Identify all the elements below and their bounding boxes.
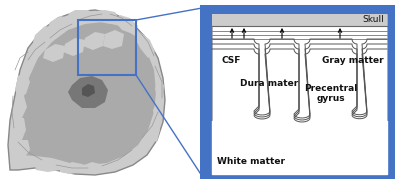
Bar [200, 5, 395, 179]
Polygon shape [95, 10, 120, 24]
Bar [212, 14, 387, 26]
Polygon shape [103, 30, 124, 49]
Bar [212, 14, 387, 174]
Polygon shape [150, 120, 160, 142]
Polygon shape [35, 160, 60, 172]
Polygon shape [83, 32, 105, 50]
Text: CSF: CSF [222, 56, 241, 65]
Polygon shape [135, 32, 155, 58]
Polygon shape [14, 140, 30, 158]
Text: Precentral
gyrus: Precentral gyrus [304, 84, 357, 103]
Polygon shape [13, 96, 27, 118]
Text: Skull: Skull [362, 15, 384, 24]
Polygon shape [115, 15, 138, 34]
Polygon shape [48, 16, 70, 30]
Polygon shape [8, 10, 165, 175]
Polygon shape [20, 22, 156, 165]
Polygon shape [60, 162, 82, 174]
Polygon shape [68, 76, 108, 108]
Text: Gray matter: Gray matter [322, 56, 384, 65]
Text: Dura mater: Dura mater [240, 79, 298, 88]
Polygon shape [15, 72, 30, 96]
Polygon shape [82, 84, 95, 97]
Polygon shape [43, 44, 65, 62]
Polygon shape [12, 118, 26, 140]
Polygon shape [153, 100, 163, 122]
Polygon shape [33, 26, 55, 44]
Polygon shape [80, 162, 100, 174]
Polygon shape [63, 38, 85, 56]
Bar [78, 20, 136, 75]
Polygon shape [155, 76, 164, 100]
Polygon shape [68, 10, 95, 22]
Text: White matter: White matter [217, 157, 285, 166]
